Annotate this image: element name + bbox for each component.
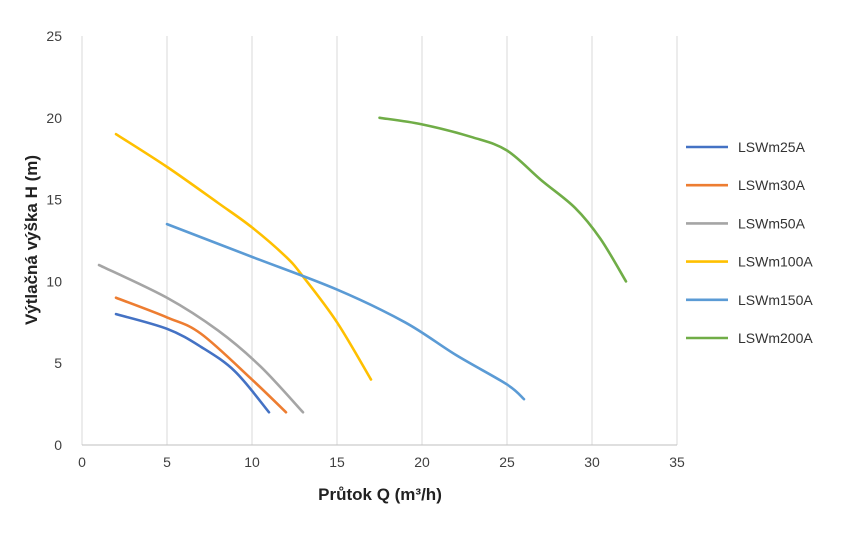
series-lines — [97, 116, 628, 414]
legend-label: LSWm50A — [738, 215, 806, 231]
y-tick-label: 5 — [54, 355, 62, 371]
series-line-LSWm30A — [114, 296, 288, 414]
y-tick-label: 15 — [46, 192, 62, 208]
legend-label: LSWm100A — [738, 254, 813, 270]
y-tick-label: 10 — [46, 273, 62, 289]
grid — [81, 36, 678, 446]
legend-label: LSWm200A — [738, 330, 813, 346]
x-tick-label: 15 — [329, 454, 345, 470]
legend-label: LSWm150A — [738, 292, 813, 308]
x-tick-label: 0 — [78, 454, 86, 470]
x-tick-label: 35 — [669, 454, 685, 470]
x-tick-label: 25 — [499, 454, 515, 470]
tick-labels: 0 5 10 15 20 25 30 35 0 5 10 15 20 25 — [46, 28, 685, 470]
series-line-LSWm150A — [165, 222, 526, 401]
y-tick-label: 20 — [46, 110, 62, 126]
x-axis-label: Průtok Q (m³/h) — [318, 485, 442, 504]
series-line-LSWm100A — [114, 132, 373, 381]
x-tick-label: 5 — [163, 454, 171, 470]
legend: LSWm25A LSWm30A LSWm50A LSWm100A LSWm150A LSW… — [686, 139, 813, 346]
legend-label: LSWm25A — [738, 139, 806, 155]
legend-label: LSWm30A — [738, 177, 806, 193]
x-tick-label: 20 — [414, 454, 430, 470]
x-tick-label: 30 — [584, 454, 600, 470]
x-tick-label: 10 — [244, 454, 260, 470]
series-line-LSWm50A — [97, 263, 305, 414]
series-line-LSWm200A — [378, 116, 628, 283]
y-tick-label: 25 — [46, 28, 62, 44]
y-axis-label: Výtlačná výška H (m) — [22, 155, 41, 325]
y-tick-label: 0 — [54, 437, 62, 453]
series-line-LSWm25A — [114, 312, 271, 414]
